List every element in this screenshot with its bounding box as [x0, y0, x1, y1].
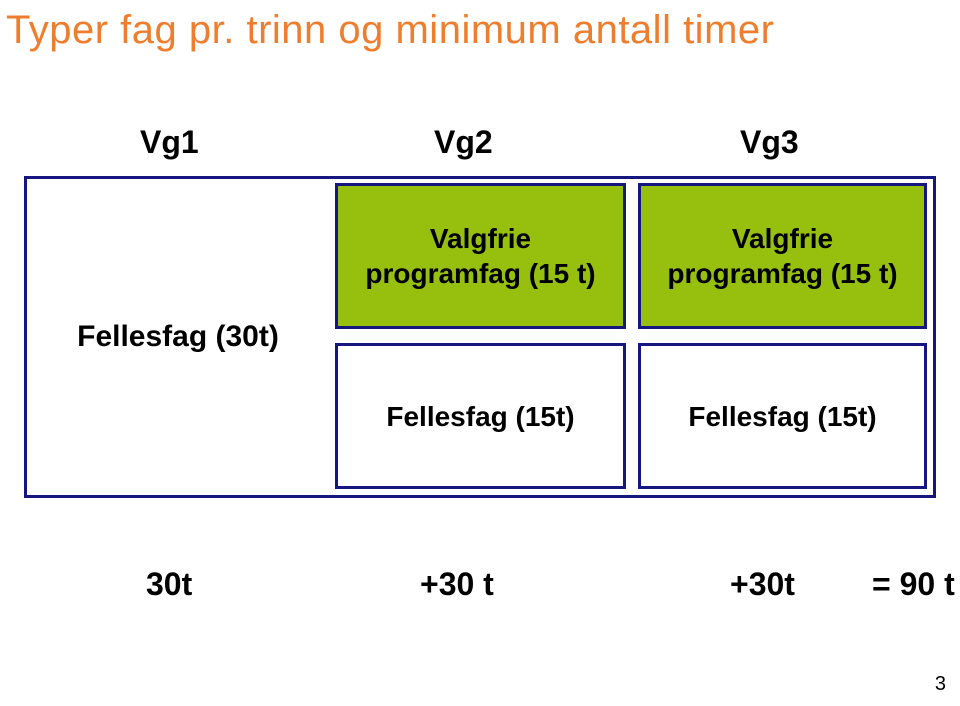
slide-root: Typer fag pr. trinn og minimum antall ti… — [0, 0, 960, 706]
bottom-plus30t-a: +30 t — [420, 566, 494, 603]
grid-outer: Fellesfag (30t) Valgfrie programfag (15 … — [24, 176, 936, 498]
col-header-vg1: Vg1 — [140, 124, 199, 161]
slide-title: Typer fag pr. trinn og minimum antall ti… — [6, 8, 954, 53]
cell-vg2-valgfrie-label: Valgfrie programfag (15 t) — [365, 221, 595, 291]
cell-vg2-fellesfag: Fellesfag (15t) — [335, 343, 626, 489]
cell-vg3-valgfrie-label: Valgfrie programfag (15 t) — [667, 221, 897, 291]
grid-left-col: Fellesfag (30t) — [27, 179, 329, 495]
page-number: 3 — [935, 673, 946, 696]
fellesfag-30t-label: Fellesfag (30t) — [77, 320, 279, 354]
bottom-plus30t-b: +30t — [730, 566, 795, 603]
bottom-equals-90t: = 90 t — [872, 566, 955, 603]
cell-vg2-fellesfag-label: Fellesfag (15t) — [386, 399, 574, 434]
cell-vg3-fellesfag: Fellesfag (15t) — [638, 343, 927, 489]
col-header-vg3: Vg3 — [740, 124, 799, 161]
grid-right-col: Valgfrie programfag (15 t) Fellesfag (15… — [632, 179, 933, 495]
bottom-30t: 30t — [146, 566, 192, 603]
col-header-vg2: Vg2 — [434, 124, 493, 161]
cell-vg3-fellesfag-label: Fellesfag (15t) — [688, 399, 876, 434]
cell-vg3-valgfrie: Valgfrie programfag (15 t) — [638, 183, 927, 329]
grid-mid-col: Valgfrie programfag (15 t) Fellesfag (15… — [329, 179, 632, 495]
cell-vg2-valgfrie: Valgfrie programfag (15 t) — [335, 183, 626, 329]
